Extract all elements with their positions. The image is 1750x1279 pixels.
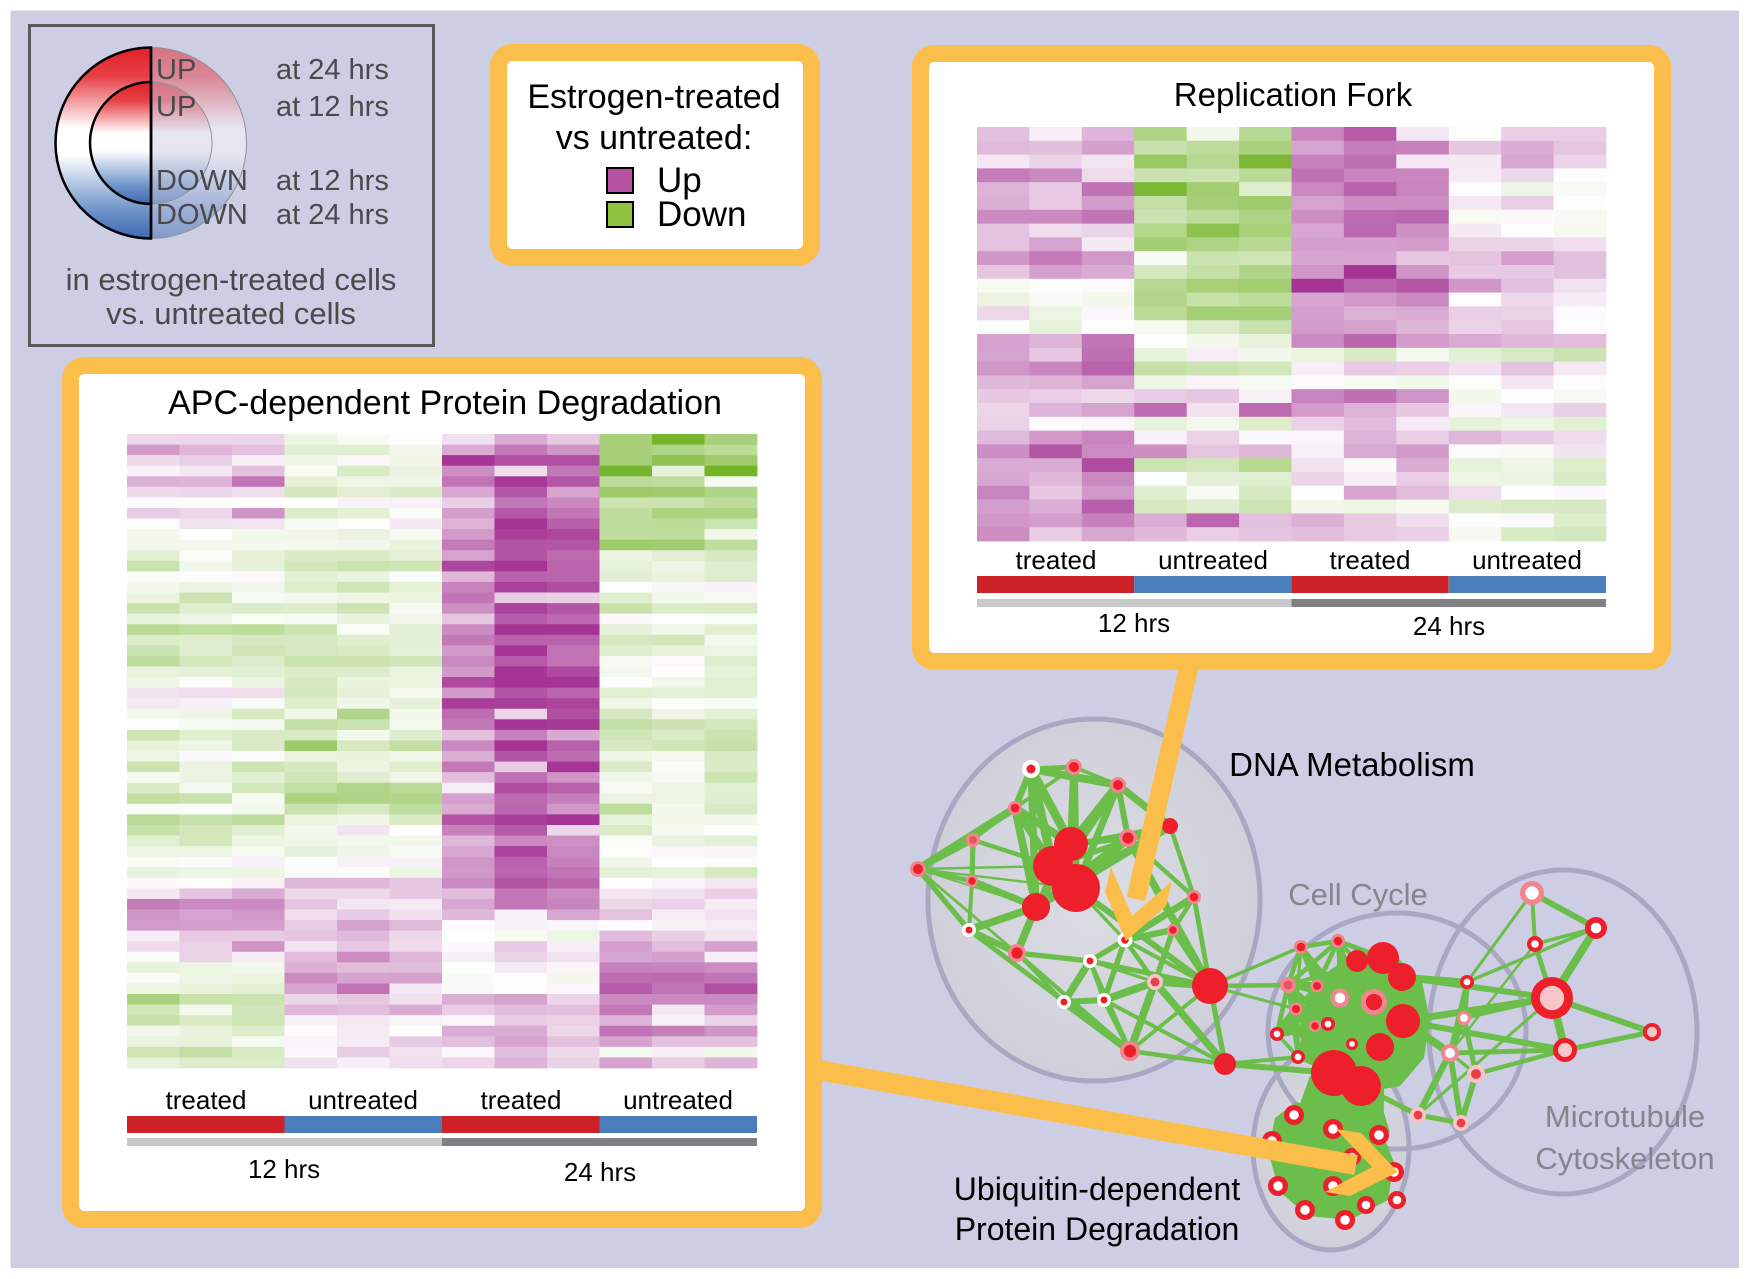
svg-text:12 hrs: 12 hrs	[1098, 608, 1170, 638]
svg-text:in estrogen-treated cells: in estrogen-treated cells	[66, 262, 397, 297]
svg-text:24 hrs: 24 hrs	[564, 1157, 636, 1187]
svg-text:vs. untreated cells: vs. untreated cells	[106, 296, 356, 331]
svg-text:at 24 hrs: at 24 hrs	[276, 199, 389, 231]
svg-text:DNA Metabolism: DNA Metabolism	[1229, 746, 1475, 783]
svg-text:treated: treated	[1016, 545, 1097, 575]
svg-text:Estrogen-treated: Estrogen-treated	[527, 78, 780, 116]
svg-text:APC-dependent Protein Degradat: APC-dependent Protein Degradation	[168, 384, 722, 422]
svg-text:treated: treated	[481, 1085, 562, 1115]
svg-text:DOWN: DOWN	[156, 199, 248, 231]
svg-text:treated: treated	[1330, 545, 1411, 575]
svg-text:24 hrs: 24 hrs	[1413, 611, 1485, 641]
svg-text:at 24 hrs: at 24 hrs	[276, 54, 389, 86]
svg-text:at 12 hrs: at 12 hrs	[276, 165, 389, 197]
svg-text:untreated: untreated	[1158, 545, 1268, 575]
svg-text:UP: UP	[156, 54, 196, 86]
svg-text:Down: Down	[657, 195, 746, 234]
svg-text:Microtubule: Microtubule	[1545, 1099, 1705, 1134]
svg-text:Replication Fork: Replication Fork	[1174, 76, 1413, 113]
svg-text:untreated: untreated	[623, 1085, 733, 1115]
svg-text:untreated: untreated	[1472, 545, 1582, 575]
svg-text:UP: UP	[156, 91, 196, 123]
svg-text:at 12 hrs: at 12 hrs	[276, 91, 389, 123]
svg-text:DOWN: DOWN	[156, 165, 248, 197]
svg-text:Up: Up	[657, 161, 702, 200]
svg-text:Ubiquitin-dependent: Ubiquitin-dependent	[954, 1171, 1241, 1207]
svg-text:treated: treated	[166, 1085, 247, 1115]
svg-text:12 hrs: 12 hrs	[248, 1154, 320, 1184]
svg-text:vs untreated:: vs untreated:	[556, 119, 753, 157]
svg-text:Cytoskeleton: Cytoskeleton	[1535, 1141, 1714, 1176]
svg-text:untreated: untreated	[308, 1085, 418, 1115]
svg-text:Protein Degradation: Protein Degradation	[955, 1211, 1240, 1247]
svg-text:Cell Cycle: Cell Cycle	[1288, 877, 1428, 912]
